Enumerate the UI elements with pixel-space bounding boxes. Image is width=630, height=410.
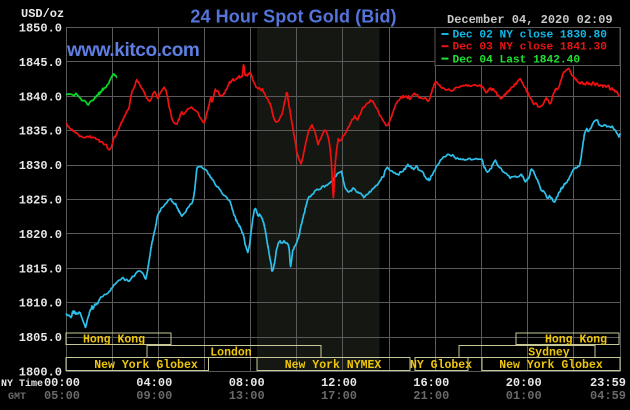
svg-text:1850.0: 1850.0 bbox=[19, 22, 62, 36]
svg-text:01:00: 01:00 bbox=[506, 389, 542, 403]
svg-text:04:00: 04:00 bbox=[136, 376, 172, 390]
svg-text:Hong Kong: Hong Kong bbox=[545, 334, 607, 347]
svg-text:1815.0: 1815.0 bbox=[19, 262, 62, 276]
svg-text:December 04, 2020 02:09: December 04, 2020 02:09 bbox=[447, 13, 613, 27]
svg-text:1820.0: 1820.0 bbox=[19, 228, 62, 242]
svg-text:1830.0: 1830.0 bbox=[19, 159, 62, 173]
svg-text:1810.0: 1810.0 bbox=[19, 297, 62, 311]
svg-text:USD/oz: USD/oz bbox=[21, 7, 64, 21]
svg-text:00:00: 00:00 bbox=[44, 376, 80, 390]
svg-text:Dec 03 NY close 1841.30: Dec 03 NY close 1841.30 bbox=[453, 42, 608, 54]
svg-text:Hong Kong: Hong Kong bbox=[83, 334, 145, 347]
svg-text:NY Globex: NY Globex bbox=[410, 359, 472, 372]
svg-text:NY Time: NY Time bbox=[1, 378, 43, 390]
svg-text:21:00: 21:00 bbox=[413, 389, 449, 403]
svg-text:1805.0: 1805.0 bbox=[19, 331, 62, 345]
svg-text:1800.0: 1800.0 bbox=[19, 366, 62, 380]
svg-text:New York NYMEX: New York NYMEX bbox=[285, 359, 382, 372]
svg-text:1840.0: 1840.0 bbox=[19, 90, 62, 104]
svg-text:Sydney: Sydney bbox=[528, 346, 570, 359]
svg-text:24 Hour Spot Gold (Bid): 24 Hour Spot Gold (Bid) bbox=[190, 7, 396, 27]
svg-text:05:00: 05:00 bbox=[44, 389, 80, 403]
svg-text:16:00: 16:00 bbox=[413, 376, 449, 390]
svg-text:09:00: 09:00 bbox=[136, 389, 172, 403]
svg-text:New York Globex: New York Globex bbox=[94, 359, 198, 372]
svg-text:04:59: 04:59 bbox=[590, 389, 626, 403]
svg-text:1835.0: 1835.0 bbox=[19, 125, 62, 139]
svg-text:GMT: GMT bbox=[8, 392, 26, 403]
svg-text:1825.0: 1825.0 bbox=[19, 194, 62, 208]
svg-text:13:00: 13:00 bbox=[229, 389, 265, 403]
svg-text:1845.0: 1845.0 bbox=[19, 56, 62, 70]
svg-text:20:00: 20:00 bbox=[506, 376, 542, 390]
svg-text:08:00: 08:00 bbox=[229, 376, 265, 390]
svg-text:New York Globex: New York Globex bbox=[499, 359, 603, 372]
svg-text:Dec 02 NY close 1830.80: Dec 02 NY close 1830.80 bbox=[453, 30, 608, 42]
svg-text:Dec 04 Last 1842.40: Dec 04 Last 1842.40 bbox=[453, 54, 581, 66]
svg-text:17:00: 17:00 bbox=[321, 389, 357, 403]
svg-text:London: London bbox=[210, 346, 252, 359]
svg-text:12:00: 12:00 bbox=[321, 376, 357, 390]
svg-text:www.kitco.com: www.kitco.com bbox=[66, 40, 199, 61]
svg-text:23:59: 23:59 bbox=[590, 376, 626, 390]
